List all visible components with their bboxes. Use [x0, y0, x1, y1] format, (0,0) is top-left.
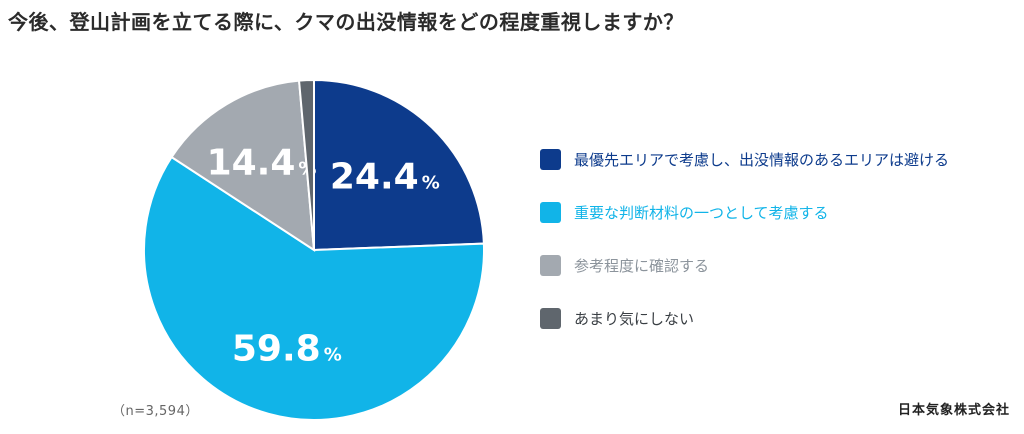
sample-size-note: （n=3,594）	[112, 404, 199, 419]
legend-item-2: 参考程度に確認する	[540, 252, 949, 278]
source-credit: 日本気象株式会社	[897, 403, 1010, 418]
pie-value-label-1: 59.8%	[232, 328, 342, 369]
legend-label-0: 最優先エリアで考慮し、出没情報のあるエリアは避ける	[574, 150, 950, 169]
legend-swatch-1	[540, 201, 561, 223]
legend-label-1: 重要な判断材料の一つとして考慮する	[574, 203, 829, 222]
legend-swatch-0	[540, 148, 561, 170]
pie-slice-1	[143, 155, 485, 421]
pie-slice-2	[170, 79, 316, 252]
page-title: 今後、登山計画を立てる際に、クマの出没情報をどの程度重視しますか？	[8, 10, 684, 34]
pie-slice-0	[313, 78, 485, 252]
legend-swatch-2	[540, 254, 561, 276]
legend-item-1: 重要な判断材料の一つとして考慮する	[540, 199, 949, 225]
legend: 最優先エリアで考慮し、出没情報のあるエリアは避ける 重要な判断材料の一つとして考慮…	[540, 146, 949, 358]
legend-swatch-3	[540, 307, 561, 329]
legend-label-3: あまり気にしない	[574, 309, 695, 328]
legend-item-0: 最優先エリアで考慮し、出没情報のあるエリアは避ける	[540, 146, 949, 172]
legend-label-2: 参考程度に確認する	[574, 256, 710, 275]
pie-value-label-0: 24.4%	[330, 157, 440, 198]
legend-item-3: あまり気にしない	[540, 305, 949, 331]
pie-slice-3	[297, 78, 315, 251]
